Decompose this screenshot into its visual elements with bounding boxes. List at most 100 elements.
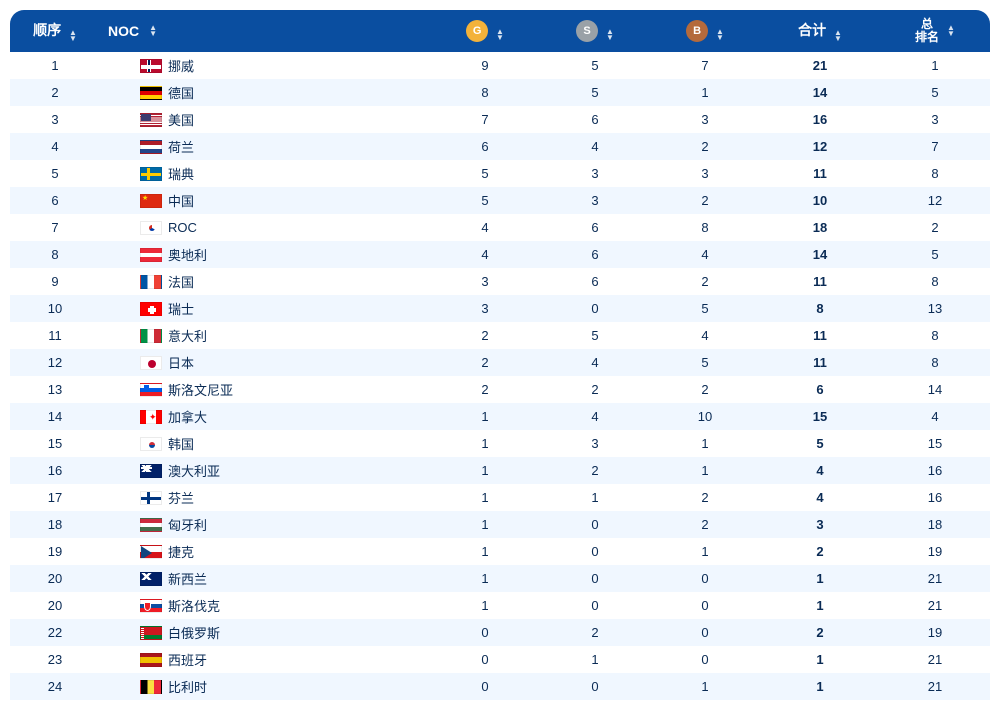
table-row[interactable]: 6中国5321012 <box>10 187 990 214</box>
medal-table: 顺序 ▲▼ NOC ▲▼ G ▲▼ S ▲▼ B ▲▼ 合计 ▲▼ 总 排名 <box>10 10 990 700</box>
gold-medal-icon: G <box>466 20 488 42</box>
table-row[interactable]: 16澳大利亚121416 <box>10 457 990 484</box>
country-name: 捷克 <box>168 542 194 561</box>
sort-icon: ▲▼ <box>69 30 77 42</box>
cell-total: 1 <box>760 598 880 613</box>
cell-gold: 1 <box>430 409 540 424</box>
country-name: 德国 <box>168 83 194 102</box>
header-bronze[interactable]: B ▲▼ <box>650 20 760 42</box>
header-overall-rank[interactable]: 总 排名 ▲▼ <box>880 18 990 44</box>
cell-gold: 1 <box>430 571 540 586</box>
table-row[interactable]: 8奥地利464145 <box>10 241 990 268</box>
header-rank[interactable]: 顺序 ▲▼ <box>10 20 100 42</box>
cell-total: 11 <box>760 355 880 370</box>
country-name: 加拿大 <box>168 407 207 426</box>
cell-gold: 2 <box>430 355 540 370</box>
cell-rank: 17 <box>10 490 100 505</box>
cell-gold: 3 <box>430 301 540 316</box>
table-row[interactable]: 15韩国131515 <box>10 430 990 457</box>
bronze-medal-icon: B <box>686 20 708 42</box>
table-row[interactable]: 22白俄罗斯020219 <box>10 619 990 646</box>
cell-overall-rank: 5 <box>880 85 990 100</box>
table-row[interactable]: 24比利时001121 <box>10 673 990 700</box>
cell-gold: 3 <box>430 274 540 289</box>
flag-icon <box>140 518 162 532</box>
table-row[interactable]: 12日本245118 <box>10 349 990 376</box>
cell-noc: 荷兰 <box>100 137 430 156</box>
table-row[interactable]: 17芬兰112416 <box>10 484 990 511</box>
cell-overall-rank: 1 <box>880 58 990 73</box>
cell-gold: 1 <box>430 544 540 559</box>
cell-gold: 7 <box>430 112 540 127</box>
table-row[interactable]: 1挪威957211 <box>10 52 990 79</box>
country-name: 芬兰 <box>168 488 194 507</box>
table-row[interactable]: 18匈牙利102318 <box>10 511 990 538</box>
cell-total: 2 <box>760 625 880 640</box>
cell-overall-rank: 19 <box>880 544 990 559</box>
cell-total: 1 <box>760 571 880 586</box>
cell-gold: 1 <box>430 490 540 505</box>
cell-silver: 6 <box>540 220 650 235</box>
cell-gold: 0 <box>430 625 540 640</box>
cell-total: 14 <box>760 247 880 262</box>
country-name: 瑞士 <box>168 299 194 318</box>
header-noc[interactable]: NOC ▲▼ <box>100 23 430 39</box>
header-total[interactable]: 合计 ▲▼ <box>760 20 880 42</box>
table-row[interactable]: 19捷克101219 <box>10 538 990 565</box>
flag-icon <box>140 572 162 586</box>
table-row[interactable]: 7ROC468182 <box>10 214 990 241</box>
cell-bronze: 2 <box>650 517 760 532</box>
cell-overall-rank: 3 <box>880 112 990 127</box>
table-row[interactable]: 20斯洛伐克100121 <box>10 592 990 619</box>
country-name: 中国 <box>168 191 194 210</box>
cell-rank: 20 <box>10 598 100 613</box>
cell-noc: 澳大利亚 <box>100 461 430 480</box>
table-row[interactable]: 5瑞典533118 <box>10 160 990 187</box>
cell-rank: 20 <box>10 571 100 586</box>
cell-total: 15 <box>760 409 880 424</box>
cell-overall-rank: 5 <box>880 247 990 262</box>
cell-rank: 3 <box>10 112 100 127</box>
table-row[interactable]: 9法国362118 <box>10 268 990 295</box>
header-gold[interactable]: G ▲▼ <box>430 20 540 42</box>
cell-overall-rank: 16 <box>880 490 990 505</box>
cell-total: 11 <box>760 328 880 343</box>
sort-icon: ▲▼ <box>149 25 157 37</box>
table-row[interactable]: 4荷兰642127 <box>10 133 990 160</box>
cell-noc: 比利时 <box>100 677 430 696</box>
table-header: 顺序 ▲▼ NOC ▲▼ G ▲▼ S ▲▼ B ▲▼ 合计 ▲▼ 总 排名 <box>10 10 990 52</box>
cell-noc: 捷克 <box>100 542 430 561</box>
table-row[interactable]: 20新西兰100121 <box>10 565 990 592</box>
table-row[interactable]: 13斯洛文尼亚222614 <box>10 376 990 403</box>
table-row[interactable]: 14加拿大1410154 <box>10 403 990 430</box>
cell-overall-rank: 21 <box>880 598 990 613</box>
table-row[interactable]: 2德国851145 <box>10 79 990 106</box>
cell-overall-rank: 12 <box>880 193 990 208</box>
silver-medal-icon: S <box>576 20 598 42</box>
cell-overall-rank: 8 <box>880 328 990 343</box>
country-name: 新西兰 <box>168 569 207 588</box>
table-row[interactable]: 23西班牙010121 <box>10 646 990 673</box>
cell-gold: 2 <box>430 382 540 397</box>
cell-silver: 4 <box>540 355 650 370</box>
cell-silver: 0 <box>540 571 650 586</box>
country-name: ROC <box>168 220 197 235</box>
cell-noc: 日本 <box>100 353 430 372</box>
flag-icon <box>140 86 162 100</box>
cell-total: 21 <box>760 58 880 73</box>
cell-rank: 7 <box>10 220 100 235</box>
cell-rank: 12 <box>10 355 100 370</box>
header-silver[interactable]: S ▲▼ <box>540 20 650 42</box>
table-row[interactable]: 3美国763163 <box>10 106 990 133</box>
cell-rank: 23 <box>10 652 100 667</box>
cell-bronze: 1 <box>650 463 760 478</box>
cell-overall-rank: 19 <box>880 625 990 640</box>
table-row[interactable]: 11意大利254118 <box>10 322 990 349</box>
cell-noc: 意大利 <box>100 326 430 345</box>
cell-rank: 18 <box>10 517 100 532</box>
cell-gold: 4 <box>430 220 540 235</box>
cell-rank: 15 <box>10 436 100 451</box>
cell-rank: 13 <box>10 382 100 397</box>
table-row[interactable]: 10瑞士305813 <box>10 295 990 322</box>
flag-icon <box>140 383 162 397</box>
